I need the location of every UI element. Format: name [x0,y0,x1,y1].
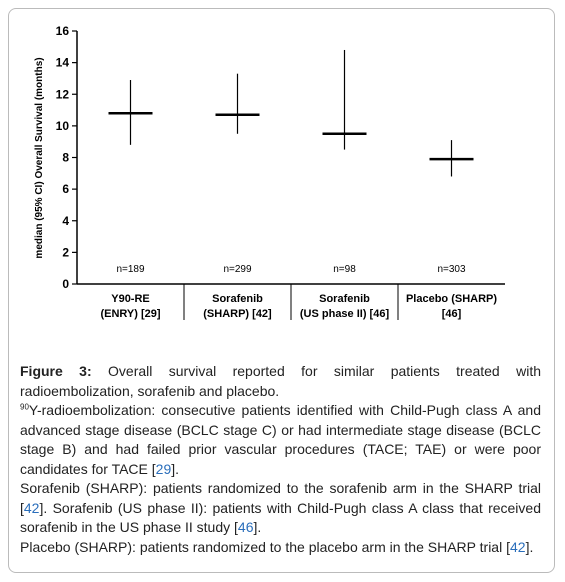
x-tick-label: (SHARP) [42] [203,308,272,320]
n-label: n=98 [333,264,356,275]
reference-link[interactable]: 46 [237,519,254,535]
caption: Figure 3: Overall survival reported for … [20,362,541,557]
y-axis-label: median (95% CI) Overall Survival (months… [34,57,45,258]
y-tick-label: 10 [56,119,70,133]
caption-text: ]. [171,460,180,477]
x-tick-label: [46] [442,308,462,320]
caption-text: ]. [525,538,534,555]
caption-paragraph: Figure 3: Overall survival reported for … [20,362,541,401]
y-tick-label: 16 [56,24,70,38]
y-tick-label: 12 [56,87,70,101]
caption-text: Overall survival reported for similar pa… [20,363,542,399]
chart: median (95% CI) Overall Survival (months… [34,24,505,320]
x-tick-label: Y90-RE [111,293,150,305]
y-tick-label: 2 [62,245,69,259]
caption-text: ]. Sorafenib (US phase II): patients wit… [20,499,541,536]
y-tick-label: 8 [62,151,69,165]
figure-label: Figure 3: [20,363,92,379]
reference-link[interactable]: 42 [23,499,40,516]
reference-link[interactable]: 42 [509,538,526,555]
y-tick-label: 0 [62,277,69,291]
n-label: n=303 [437,264,466,275]
caption-paragraph: Sorafenib (SHARP): patients randomized t… [20,479,541,538]
y-tick-label: 4 [62,214,69,228]
n-label: n=299 [223,264,252,275]
caption-paragraph: 90Y-radioembolization: consecutive patie… [20,401,541,479]
x-tick-label: Sorafenib [212,293,263,305]
y-tick-label: 14 [56,56,70,70]
caption-text: Placebo (SHARP): patients randomized to … [20,538,510,555]
caption-text: Sorafenib (SHARP): patients randomized t… [20,480,541,516]
reference-link[interactable]: 29 [155,460,172,477]
caption-text: ]. [253,519,262,535]
x-tick-label: Placebo (SHARP) [406,293,497,305]
caption-text: Y-radioembolization: consecutive patient… [20,402,541,477]
x-tick-label: (ENRY) [29] [100,308,160,320]
x-tick-label: Sorafenib [319,293,370,305]
superscript: 90 [20,402,29,412]
x-tick-label: (US phase II) [46] [300,308,390,320]
caption-paragraph: Placebo (SHARP): patients randomized to … [20,538,541,558]
n-label: n=189 [116,264,145,275]
figure-frame [8,8,555,573]
y-tick-label: 6 [62,182,69,196]
